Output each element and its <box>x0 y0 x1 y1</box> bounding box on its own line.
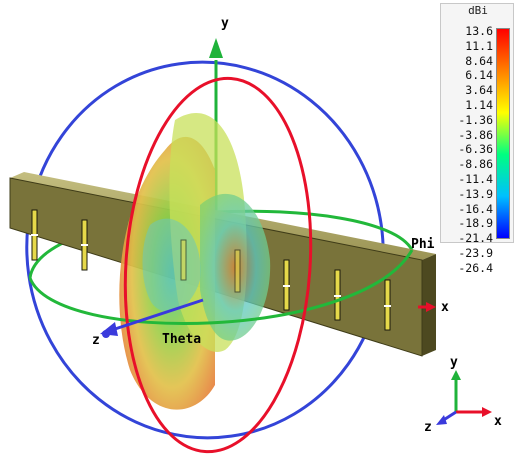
legend-tick: -16.4 <box>458 201 493 216</box>
legend-tick: -3.86 <box>458 127 493 142</box>
phi-label: Phi <box>411 237 435 252</box>
z-axis-label: z <box>92 333 100 348</box>
theta-ring-red <box>123 76 313 454</box>
z-axis-line <box>111 298 204 332</box>
y-axis-arrow-icon <box>209 38 223 58</box>
legend-tick: 3.64 <box>465 83 493 98</box>
origin-marker <box>102 330 110 338</box>
legend-tick: 1.14 <box>465 97 493 112</box>
mini-z-label: z <box>424 420 432 435</box>
legend-tick: -11.4 <box>458 171 493 186</box>
legend-tick: 11.1 <box>465 38 493 53</box>
y-axis-label: y <box>221 16 229 31</box>
legend-tick: 6.14 <box>465 68 493 83</box>
theta-ring-blue <box>25 60 385 440</box>
legend-tick: -8.86 <box>458 157 493 172</box>
orientation-triad: y x z <box>424 355 502 435</box>
legend-tick: 8.64 <box>465 53 493 68</box>
legend-tick: -23.9 <box>458 245 493 260</box>
mini-y-label: y <box>450 355 458 370</box>
legend-tick: -6.36 <box>458 142 493 157</box>
x-axis-arrow-icon <box>426 302 436 312</box>
x-axis-label: x <box>441 300 449 315</box>
legend-tick: -1.36 <box>458 112 493 127</box>
phi-ring-front <box>28 249 414 326</box>
legend-tick: -18.9 <box>458 216 493 231</box>
color-scale-legend: dBi 13.6 11.1 8.64 6.14 3.64 1.14 -1.36 -3.86 -6… <box>440 3 514 275</box>
legend-tick: -13.9 <box>458 186 493 201</box>
theta-label: Theta <box>162 332 201 347</box>
legend-unit-label: dBi <box>468 4 488 17</box>
legend-tick: -21.4 <box>458 231 493 246</box>
legend-color-bar <box>496 28 510 239</box>
legend-tick: 13.6 <box>465 24 493 38</box>
legend-tick: -26.4 <box>458 260 493 275</box>
radiation-pattern <box>119 113 271 410</box>
legend-tick-list: 13.6 11.1 8.64 6.14 3.64 1.14 -1.36 -3.86 -6.36-… <box>443 24 493 276</box>
dipole-feed-gaps <box>31 234 391 307</box>
mini-x-label: x <box>494 414 502 429</box>
